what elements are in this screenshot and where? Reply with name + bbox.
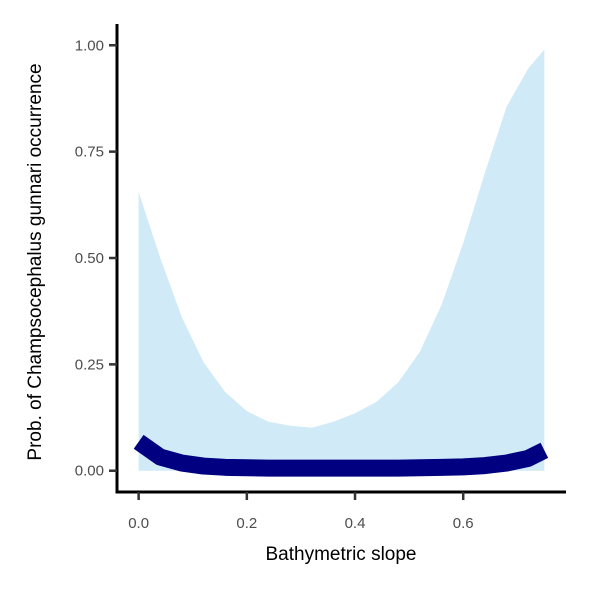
tick-labels: 0.00 0.25 0.50 0.75 1.00 0.0 0.2 0.4 0.6 [75, 37, 474, 532]
x-tick-label: 0.2 [236, 515, 257, 532]
confidence-ribbon [138, 49, 545, 471]
y-tick-label: 0.25 [75, 356, 104, 373]
x-tick-label: 0.4 [345, 515, 366, 532]
fitted-line [133, 434, 549, 477]
y-tick-label: 1.00 [75, 37, 104, 54]
confidence-ribbon-layer [138, 49, 545, 471]
y-axis-title: Prob. of Champsocephalus gunnari occurre… [25, 63, 46, 460]
x-axis-title: Bathymetric slope [265, 544, 416, 565]
x-tick-label: 0.6 [453, 515, 474, 532]
y-tick-label: 0.50 [75, 250, 104, 267]
y-tick-label: 0.75 [75, 144, 104, 161]
axes [109, 24, 566, 500]
y-tick-label: 0.00 [75, 463, 104, 480]
line-layer [133, 434, 549, 477]
x-tick-label: 0.0 [128, 515, 149, 532]
